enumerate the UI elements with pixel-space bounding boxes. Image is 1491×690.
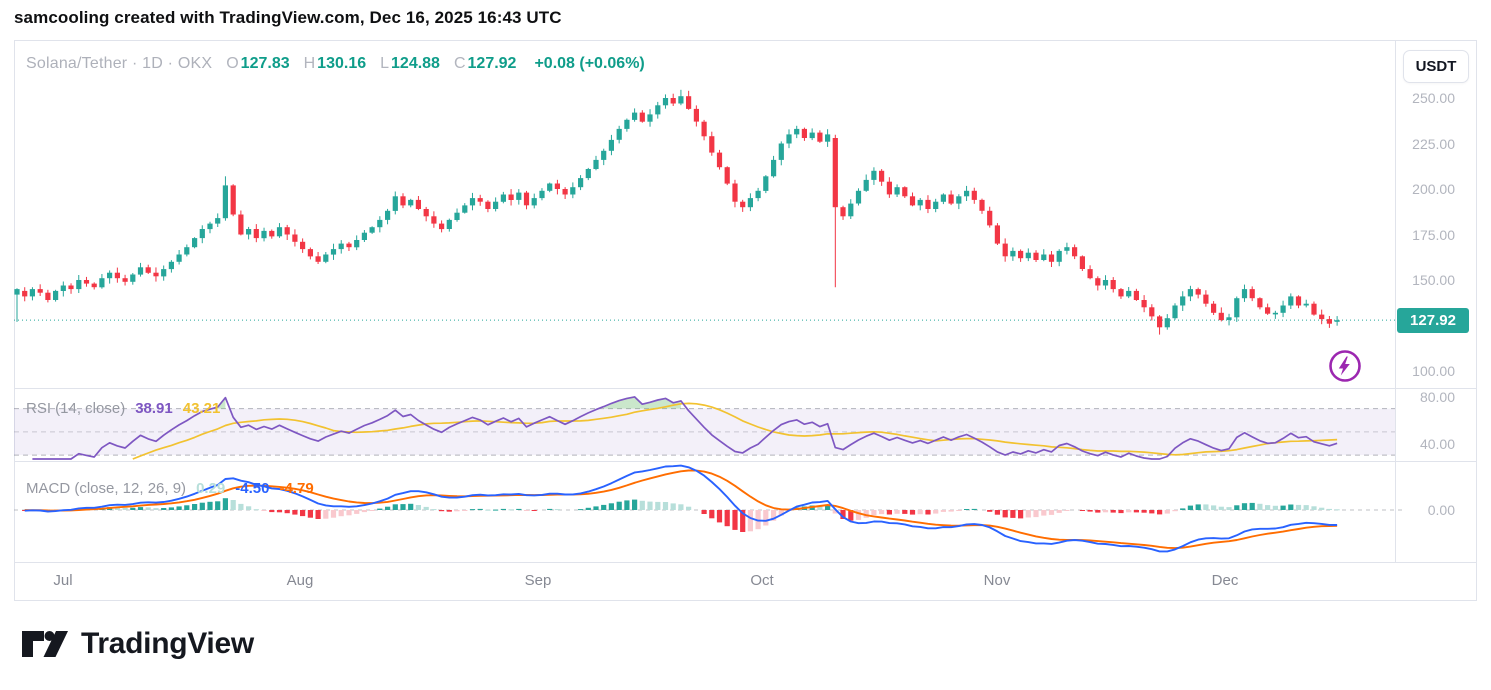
currency-toggle-button[interactable]: USDT: [1403, 50, 1469, 83]
month-label: Dec: [1211, 572, 1239, 589]
rsi-tick: 80.00: [1419, 389, 1455, 405]
price-tick: 150.00: [1412, 272, 1455, 288]
price-tick: 200.00: [1412, 181, 1455, 197]
open-value: 127.83: [240, 55, 290, 72]
price-tick: 250.00: [1412, 90, 1455, 106]
month-label: Jul: [53, 572, 73, 589]
low-label: L: [380, 55, 390, 72]
tradingview-logo-icon: [22, 631, 68, 657]
rsi-ma-value: 43.21: [182, 400, 221, 417]
price-axis[interactable]: 250.00 225.00 200.00 175.00 150.00 100.00 80.0…: [1396, 40, 1491, 562]
rsi-value: 38.91: [135, 400, 173, 417]
last-price-tag: 127.92: [1397, 308, 1469, 333]
lightning-icon: [1329, 350, 1361, 382]
tradingview-logo[interactable]: TradingView: [22, 627, 254, 661]
instant-trade-button[interactable]: [1328, 349, 1362, 383]
macd-legend: MACD (close, 12, 26, 9) 0.29 -4.50 -4.79: [26, 480, 314, 497]
low-value: 124.88: [391, 55, 440, 72]
rsi-tick: 40.00: [1419, 435, 1455, 452]
price-tick: 175.00: [1412, 226, 1455, 243]
close-value: 127.92: [467, 55, 517, 72]
month-label: Nov: [983, 572, 1011, 589]
open-label: O: [226, 55, 239, 72]
price-tick: 225.00: [1412, 135, 1455, 152]
close-label: C: [453, 55, 466, 72]
price-tick: 100.00: [1412, 363, 1455, 379]
ohlc-low: L 124.88: [380, 55, 440, 73]
rsi-legend: RSI (14, close) 38.91 43.21: [26, 400, 220, 417]
macd-tick: 0.00: [1427, 502, 1455, 518]
macd-signal-value: -4.79: [279, 480, 314, 497]
month-label: Oct: [750, 572, 774, 589]
tradingview-logo-text: TradingView: [81, 627, 254, 660]
symbol-description[interactable]: Solana/Tether · 1D · OKX: [26, 55, 213, 72]
macd-label: MACD (close, 12, 26, 9): [26, 480, 187, 497]
macd-hist-value: 0.29: [196, 480, 226, 497]
ohlc-high: H 130.16: [304, 55, 367, 73]
month-label: Sep: [524, 572, 552, 589]
high-value: 130.16: [317, 55, 367, 72]
high-label: H: [303, 55, 316, 72]
time-axis[interactable]: Jul Aug Sep Oct Nov Dec: [14, 563, 1477, 600]
rsi-label: RSI (14, close): [26, 400, 126, 417]
ohlc-close: C 127.92: [454, 55, 517, 73]
month-label: Aug: [286, 572, 314, 589]
attribution-text: samcooling created with TradingView.com,…: [14, 8, 562, 27]
macd-line-value: -4.50: [235, 480, 270, 497]
chart-legend: Solana/Tether · 1D · OKX O 127.83 H 130.…: [26, 55, 645, 73]
ohlc-open: O 127.83: [226, 55, 289, 73]
change-value: +0.08 (+0.06%): [534, 55, 645, 72]
